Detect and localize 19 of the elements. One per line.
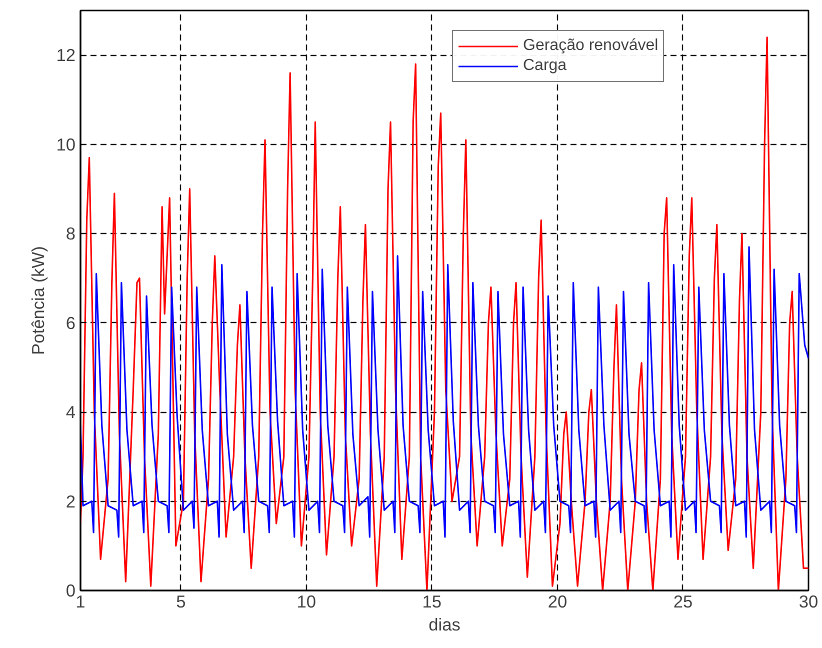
x-tick-label: 5 <box>176 592 186 612</box>
y-tick-label: 0 <box>66 580 76 600</box>
legend-label: Geração renovável <box>523 37 658 55</box>
x-tick-label: 1 <box>76 592 86 612</box>
y-axis-title: Potência (kW) <box>28 246 48 355</box>
x-axis-title: dias <box>428 614 461 634</box>
y-tick-label: 4 <box>66 402 76 422</box>
y-tick-label: 12 <box>56 45 76 66</box>
y-tick-label: 6 <box>66 312 76 333</box>
line-series <box>80 246 808 538</box>
y-tick-label: 10 <box>56 134 76 154</box>
x-tick-label: 30 <box>798 592 818 612</box>
x-tick-label: 20 <box>548 592 568 612</box>
x-tick-label: 25 <box>673 592 693 612</box>
legend-label: Carga <box>523 57 567 75</box>
y-tick-label: 2 <box>66 491 76 512</box>
y-tick-label: 8 <box>66 224 76 244</box>
x-tick-label: 15 <box>422 592 442 612</box>
x-tick-label: 10 <box>296 592 316 612</box>
